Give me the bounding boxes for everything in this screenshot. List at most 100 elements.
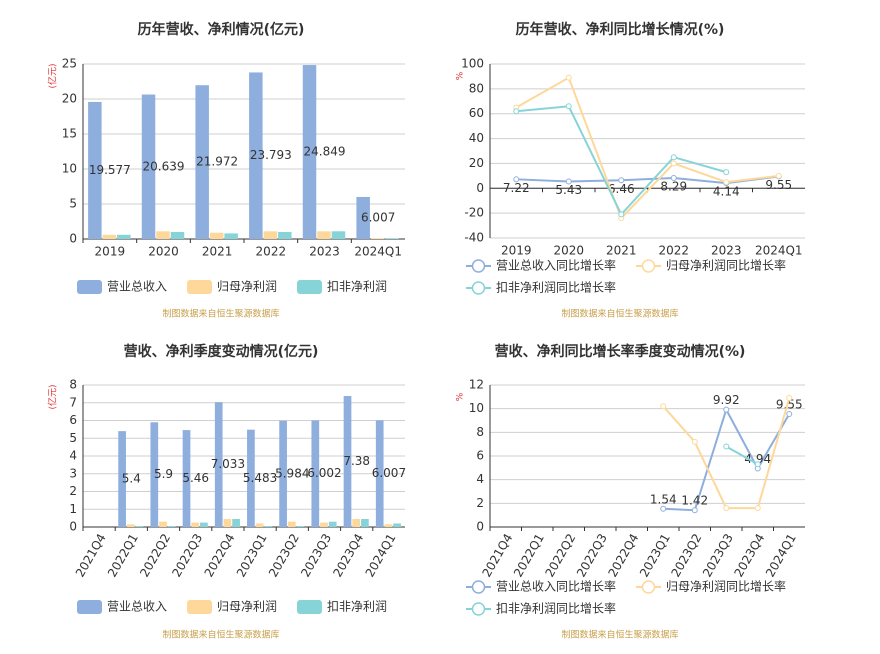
y-tick-label: 80 (469, 81, 484, 95)
y-tick-label: 60 (469, 106, 484, 120)
data-label: 9.92 (713, 393, 740, 407)
source-note: 制图数据来自恒生聚源数据库 (162, 629, 279, 641)
y-axis-unit: % (456, 71, 466, 80)
bar (279, 420, 287, 527)
y-axis-unit: (亿元) (47, 63, 59, 88)
bar (159, 521, 167, 527)
bar (343, 396, 352, 527)
data-label: 21.972 (196, 155, 238, 169)
chart-title: 历年营收、净利情况(亿元) (138, 21, 305, 38)
data-label: 5.483 (243, 471, 277, 485)
point (775, 172, 782, 179)
y-tick-label: 0 (69, 520, 77, 534)
y-tick-label: 8 (476, 425, 484, 439)
source-note: 制图数据来自恒生聚源数据库 (561, 308, 678, 320)
point (723, 169, 730, 176)
point (723, 505, 730, 512)
bar (182, 430, 191, 527)
legend-swatch (297, 600, 322, 614)
y-tick-label: 15 (62, 127, 77, 141)
legend-swatch (297, 280, 322, 294)
data-label: 20.639 (143, 159, 185, 173)
legend-label: 扣非净利润 (327, 280, 387, 294)
x-tick-label: 2020 (148, 245, 179, 259)
point (691, 438, 698, 445)
bar (302, 65, 317, 239)
bar (317, 231, 331, 239)
y-tick-label: 2 (69, 484, 77, 498)
legend-label: 扣非净利润同比增长率 (496, 601, 616, 616)
data-label: 6.002 (307, 466, 341, 480)
legend-marker (641, 580, 656, 594)
bar (223, 519, 232, 527)
x-tick-label: 2022Q3 (169, 531, 205, 579)
bar (88, 101, 102, 239)
legend-marker (471, 580, 486, 594)
line (725, 445, 759, 466)
y-tick-label: 6 (476, 449, 484, 463)
legend-swatch (187, 600, 212, 614)
legend-swatch (187, 280, 212, 294)
bar (264, 526, 273, 527)
legend-label: 扣非净利润同比增长率 (496, 280, 616, 295)
bar (287, 521, 296, 527)
data-label: 1.42 (681, 494, 708, 508)
point (513, 108, 520, 115)
legend-label: 营业总收入 (107, 600, 167, 614)
source-note: 制图数据来自恒生聚源数据库 (561, 629, 678, 641)
bar (214, 402, 223, 527)
chart-title: 营收、净利同比增长率季度变动情况(%) (495, 343, 746, 360)
data-label: 6.007 (361, 210, 395, 224)
bar (375, 420, 384, 527)
legend-label: 归母净利润 (217, 280, 277, 294)
y-tick-label: 0 (69, 232, 77, 246)
y-tick-label: 10 (62, 162, 77, 176)
y-axis-unit: % (456, 392, 466, 401)
point (786, 395, 793, 402)
bar (156, 231, 170, 239)
legend-marker (641, 259, 656, 273)
legend-swatch (77, 600, 102, 614)
x-tick-label: 2022 (256, 245, 287, 259)
y-tick-label: 1 (69, 502, 77, 516)
bar (356, 196, 370, 239)
bar (150, 422, 159, 527)
y-tick-label: 7 (69, 395, 77, 409)
data-label: 5.9 (154, 467, 173, 481)
y-tick-label: 0 (476, 181, 484, 195)
bar (385, 238, 399, 239)
data-label: 5.46 (182, 471, 209, 485)
point (723, 179, 730, 186)
point (670, 174, 677, 181)
source-note: 制图数据来自恒生聚源数据库 (162, 308, 279, 320)
legend-label: 营业总收入 (107, 280, 167, 294)
bar (200, 522, 208, 527)
bar (135, 526, 144, 527)
x-tick-label: 2023 (309, 245, 340, 259)
point (691, 507, 698, 514)
data-label: 23.793 (250, 148, 292, 162)
data-label: 9.55 (765, 178, 792, 192)
data-label: 6.46 (608, 182, 635, 196)
x-tick-label: 2024Q1 (755, 244, 803, 258)
bar (370, 238, 385, 239)
bar (263, 231, 278, 239)
x-tick-label: 2023Q4 (330, 531, 366, 579)
y-tick-label: 6 (69, 413, 77, 427)
bar (278, 232, 292, 239)
y-tick-label: 20 (469, 156, 484, 170)
data-label: 8.29 (660, 179, 687, 193)
data-label: 9.55 (776, 397, 803, 411)
bar (126, 524, 135, 527)
bar (170, 232, 185, 239)
y-tick-label: 8 (69, 378, 77, 392)
y-tick-label: 2 (476, 496, 484, 510)
y-tick-label: 0 (476, 520, 484, 534)
point (565, 74, 572, 81)
point (660, 403, 667, 410)
bar (331, 231, 346, 239)
point (754, 461, 761, 468)
y-tick-label: 5 (69, 197, 77, 211)
x-tick-label: 2022Q4 (202, 531, 238, 579)
y-tick-label: 5 (69, 431, 77, 445)
